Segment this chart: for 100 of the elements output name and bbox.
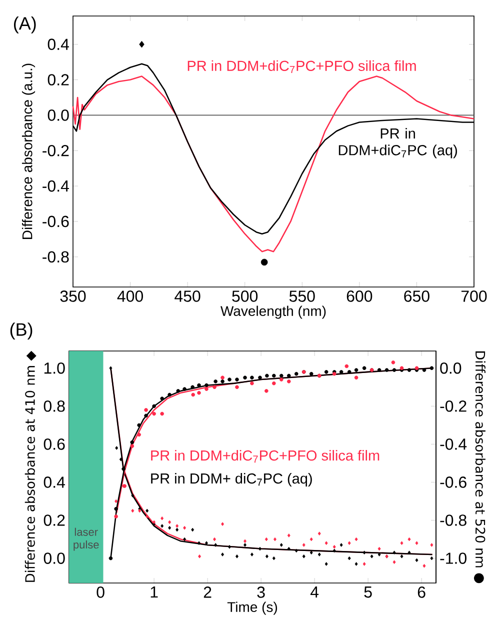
x-tick-label: 700 [461,290,487,302]
point [354,368,358,372]
point [176,524,179,528]
point [294,548,298,553]
point [243,376,247,380]
y-tick-label: 0.8 [44,400,65,412]
point [108,556,113,560]
point [144,414,148,418]
point [430,556,434,560]
point [191,392,196,397]
point [228,378,232,382]
point [430,543,434,547]
chart-title: (B) [10,322,32,340]
y-tick-label: 1.0 [44,362,65,374]
y-axis-title: Difference absorbance at 410 nm ◆ [24,350,36,582]
x-tick-label: 6 [418,586,426,598]
point [264,537,268,542]
point [146,514,149,518]
point [324,541,328,545]
point [131,508,134,513]
point [332,544,336,549]
point [400,541,404,545]
point [354,376,358,380]
point [354,537,358,542]
point [377,368,382,372]
point [344,364,349,368]
y2-axis-title: Difference absorbance at 520 nm ● [474,351,486,584]
point [160,524,164,528]
point [378,546,381,551]
point [408,550,411,554]
y-tick-label: 0.0 [44,552,65,564]
point [244,539,246,544]
point [302,554,306,558]
point [204,387,208,391]
chart-title: (A) [14,16,36,34]
x-tick-label: 650 [404,290,430,302]
y-tick-label: -0.6 [42,216,69,228]
point [152,404,156,408]
point [115,446,118,450]
point [287,546,290,551]
point [264,389,268,393]
point [392,560,396,564]
x-tick-label: 1 [150,586,158,598]
point [294,372,298,376]
x-axis-title: Time (s) [227,602,278,615]
x-tick-label: 350 [60,290,86,302]
x-tick-label: 2 [204,586,212,598]
point [392,368,396,372]
series-label: PR in DDM+diC$_{7}$PC+PFO silica film [188,60,416,74]
point [370,554,374,558]
y-tick-label: 0.0 [48,110,69,121]
point [324,370,328,374]
point [302,543,306,547]
point [318,532,321,536]
y2-tick-label: -0.8 [440,514,466,526]
point [146,508,149,513]
series-label: PR in DDM+ diC$_{7}$PC (aq) [151,473,312,487]
point [332,548,336,553]
point [114,499,118,504]
point [131,494,134,498]
point [191,528,194,532]
point [362,562,366,566]
x-tick-label: 4 [310,586,319,598]
y-tick-label: 0.4 [44,476,65,488]
point [183,537,186,542]
point [220,376,224,380]
point [168,526,172,530]
point [137,432,141,437]
point [250,376,254,380]
point [415,541,418,545]
point [384,368,389,372]
y2-tick-label: -0.4 [440,438,467,450]
point [122,467,126,471]
point [430,366,434,370]
point [198,541,200,545]
x-tick-label: 500 [232,290,258,302]
point [220,380,224,384]
point [204,383,208,388]
x-tick-label: 550 [289,290,315,302]
point [183,526,186,530]
point [244,543,246,547]
x-tick-label: 450 [174,290,200,302]
point [318,552,321,556]
x-axis-title: Wavelength (nm) [220,306,326,319]
y-tick-label: -0.4 [42,180,69,192]
y2-tick-label: 0.0 [440,362,462,374]
point [348,541,351,545]
point [279,378,284,382]
point [422,564,426,568]
point [119,457,122,462]
point [265,374,269,378]
point [221,522,224,526]
point [354,562,358,566]
point [279,374,284,378]
x-tick-label: 3 [257,586,265,598]
point [408,537,411,542]
point [235,378,239,382]
y2-tick-label: -0.2 [440,400,466,412]
point [362,550,366,554]
series-label: PR in DDM+diC$_{7}$PC (aq) [338,128,457,158]
